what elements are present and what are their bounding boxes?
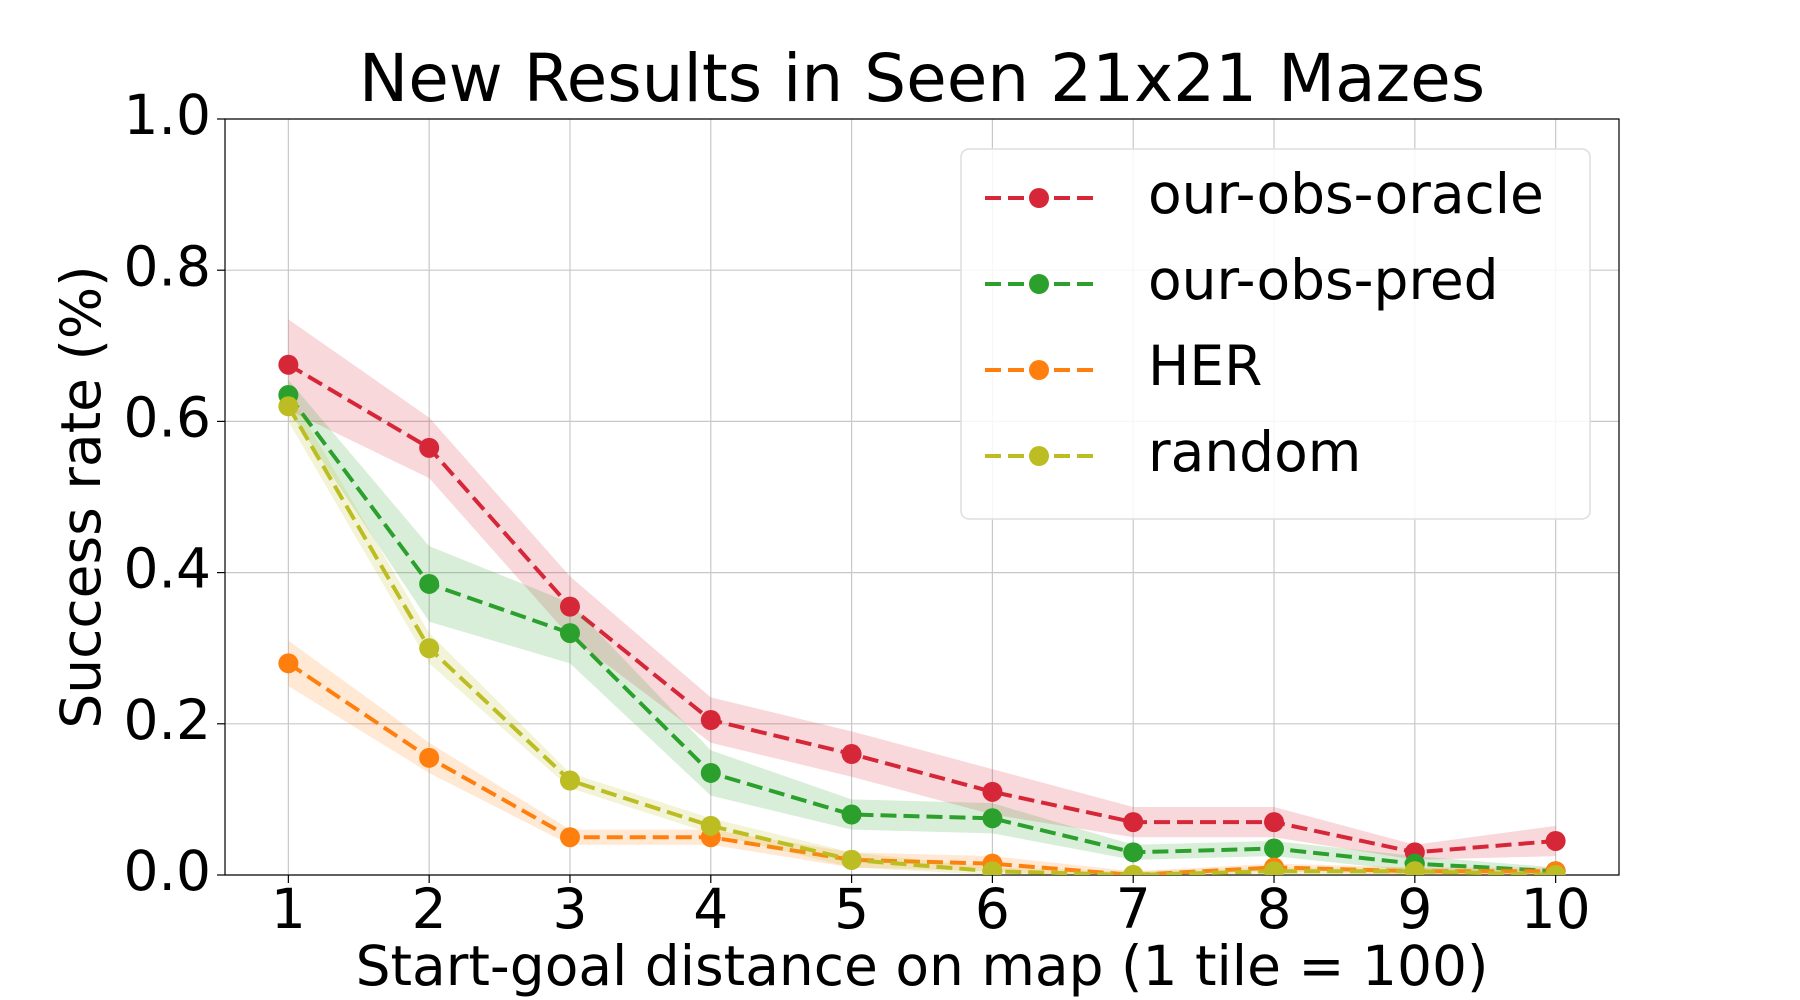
x-tick-label: 9 <box>1397 877 1432 941</box>
data-point <box>559 596 580 617</box>
y-tick-label: 0.2 <box>124 688 211 752</box>
x-tick-label: 2 <box>412 877 447 941</box>
data-point <box>419 437 440 458</box>
legend-box <box>960 148 1591 520</box>
x-tick-label: 3 <box>552 877 587 941</box>
y-tick-label: 0.4 <box>124 537 211 601</box>
data-point <box>1264 812 1285 833</box>
data-point <box>278 653 299 674</box>
legend-marker <box>1029 188 1049 208</box>
y-tick-label: 0.6 <box>124 386 211 450</box>
data-point <box>278 354 299 375</box>
x-tick-label: 4 <box>693 877 728 941</box>
x-tick-label: 7 <box>1116 877 1151 941</box>
y-tick-label: 1.0 <box>124 83 211 147</box>
plot-frame <box>224 118 1620 876</box>
data-point <box>1123 812 1144 833</box>
legend-marker <box>1029 274 1049 294</box>
data-point <box>1545 830 1566 851</box>
data-point <box>1264 861 1285 875</box>
data-point <box>419 573 440 594</box>
x-tick-label: 10 <box>1521 877 1591 941</box>
legend-marker <box>1029 360 1049 380</box>
x-tick-label: 5 <box>834 877 869 941</box>
data-point <box>700 815 721 836</box>
data-point <box>1545 865 1566 875</box>
data-point <box>1404 861 1425 875</box>
chart-title: New Results in Seen 21x21 Mazes <box>359 40 1485 117</box>
y-tick-label: 0.8 <box>124 234 211 298</box>
data-point <box>700 762 721 783</box>
data-point <box>982 781 1003 802</box>
legend-label: our-obs-oracle <box>1148 162 1544 226</box>
legend-label: random <box>1148 420 1361 484</box>
data-point <box>559 827 580 848</box>
series-line <box>287 661 1556 875</box>
series-line <box>286 393 1556 874</box>
error-band <box>288 319 1556 860</box>
data-point <box>278 396 299 417</box>
data-point <box>982 861 1003 875</box>
error-band <box>288 379 1556 875</box>
legend: our-obs-oracle our-obs-pred HER random <box>960 148 1591 520</box>
legend-marker <box>1029 446 1049 466</box>
data-point <box>419 638 440 659</box>
data-point <box>559 770 580 791</box>
data-point <box>982 808 1003 829</box>
series-line <box>287 362 1556 855</box>
data-point <box>1123 842 1144 863</box>
data-point <box>841 744 862 765</box>
legend-label: HER <box>1148 334 1262 398</box>
plot-area <box>278 319 1566 875</box>
data-point <box>419 747 440 768</box>
y-axis-label: Success rate (%) <box>49 265 113 728</box>
x-tick-label: 1 <box>271 877 306 941</box>
data-point <box>1264 838 1285 859</box>
data-point <box>841 804 862 825</box>
x-axis-label: Start-goal distance on map (1 tile = 100… <box>356 934 1489 998</box>
y-tick-label: 0.0 <box>124 839 211 903</box>
x-tick-label: 8 <box>1257 877 1292 941</box>
data-point <box>700 710 721 731</box>
data-point <box>559 623 580 644</box>
legend-label: our-obs-pred <box>1148 248 1499 312</box>
series-line <box>286 405 1556 875</box>
data-point <box>841 849 862 870</box>
data-point <box>1123 865 1144 875</box>
x-tick-label: 6 <box>975 877 1010 941</box>
